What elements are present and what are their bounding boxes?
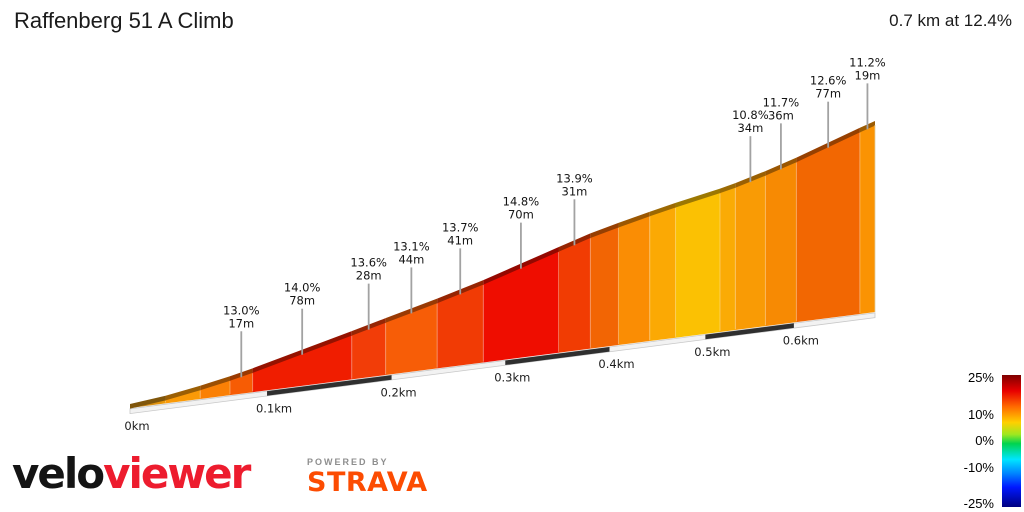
x-tick-label: 0.4km: [598, 357, 634, 371]
segment-gradient-label: 14.0%: [284, 281, 321, 295]
profile-segment: [796, 131, 860, 323]
logo-velo-text: velo: [12, 449, 105, 498]
segment-gradient-label: 13.9%: [556, 171, 593, 185]
segment-gradient-label: 11.2%: [849, 55, 886, 69]
segment-gradient-label: 10.8%: [732, 108, 769, 122]
profile-segment-rim: [130, 395, 166, 409]
profile-segment: [649, 206, 676, 342]
x-axis-dark-bar: [705, 323, 794, 340]
profile-segment: [252, 335, 352, 393]
profile-segment: [720, 187, 736, 332]
profile-segment: [558, 237, 591, 353]
segment-gradient-label: 14.8%: [503, 195, 540, 209]
segment-gradient-label: 13.7%: [442, 220, 479, 234]
segment-length-label: 17m: [228, 316, 254, 330]
legend-tick-label: 0%: [975, 433, 994, 448]
logo-viewer-text: viewer: [103, 449, 251, 498]
profile-segment: [590, 226, 619, 349]
profile-segment-rim: [165, 385, 201, 401]
segment-length-label: 41m: [447, 233, 473, 247]
gradient-legend-bar: [1002, 375, 1021, 507]
segment-gradient-label: 12.6%: [810, 74, 847, 88]
segment-length-label: 78m: [289, 294, 315, 308]
powered-by-label: POWERED BY: [307, 457, 389, 467]
profile-segment: [229, 372, 253, 396]
x-tick-label: 0.3km: [494, 371, 530, 385]
segment-length-label: 44m: [398, 252, 424, 266]
profile-segment-rim: [618, 211, 650, 228]
x-axis-dark-bar: [505, 347, 610, 366]
profile-segment-rim: [720, 183, 736, 194]
segment-length-label: 28m: [356, 269, 382, 283]
profile-segment-rim: [200, 376, 230, 391]
powered-by-strava: POWERED BY STRAVA: [307, 457, 428, 496]
climb-summary: 0.7 km at 12.4%: [889, 11, 1012, 30]
profile-segment: [483, 251, 559, 363]
profile-segment-rim: [590, 222, 619, 239]
segment-length-label: 70m: [508, 208, 534, 222]
segment-length-label: 77m: [815, 87, 841, 101]
segment-length-label: 19m: [855, 68, 881, 82]
profile-segment: [200, 380, 230, 399]
profile-segment-rim: [675, 188, 721, 208]
legend-tick-label: -25%: [963, 496, 994, 511]
profile-segment: [765, 161, 797, 327]
segment-length-label: 34m: [737, 121, 763, 135]
x-tick-label: 0.2km: [380, 385, 416, 399]
veloviewer-logo: veloviewer: [12, 449, 251, 498]
x-axis-dark-bar: [267, 375, 392, 396]
segment-gradient-label: 13.6%: [350, 256, 387, 270]
profile-segment: [385, 302, 438, 376]
profile-segment: [351, 322, 386, 380]
profile-segment: [859, 125, 875, 314]
x-tick-label: 0.6km: [783, 333, 819, 347]
segment-length-label: 36m: [768, 108, 794, 122]
segment-length-label: 31m: [562, 184, 588, 198]
strava-logo: STRAVA: [307, 467, 428, 498]
profile-segment: [735, 175, 766, 330]
segment-gradient-label: 11.7%: [763, 95, 800, 109]
legend-tick-label: 25%: [967, 370, 994, 385]
profile-segment-rim: [649, 202, 676, 217]
profile-segment: [165, 389, 201, 404]
profile-segment: [437, 284, 484, 369]
segment-gradient-label: 13.0%: [223, 303, 260, 317]
x-tick-label: 0.1km: [256, 401, 292, 415]
profile-segment: [618, 215, 650, 346]
profile-segment: [675, 192, 721, 338]
segment-gradient-label: 13.1%: [393, 239, 430, 253]
page-title: Raffenberg 51 A Climb: [14, 8, 234, 33]
legend-tick-label: -10%: [963, 460, 994, 475]
legend-tick-label: 10%: [967, 407, 994, 422]
x-tick-label: 0.5km: [694, 345, 730, 359]
x-tick-label: 0km: [124, 419, 149, 433]
